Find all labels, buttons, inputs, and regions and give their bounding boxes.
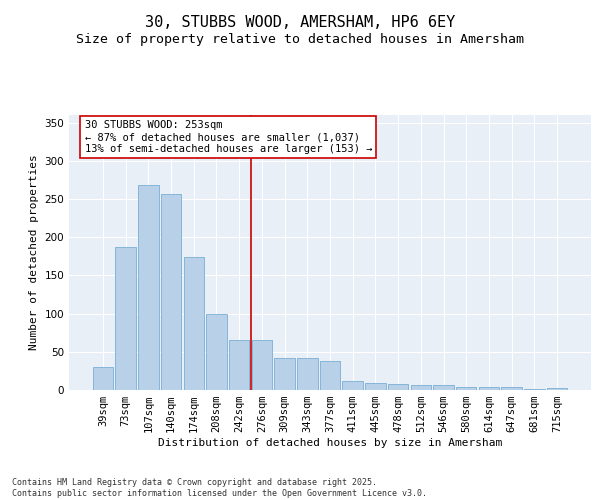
- Bar: [343, 381, 363, 390]
- Bar: [297, 358, 317, 390]
- Bar: [138, 184, 158, 390]
- Bar: [274, 358, 295, 390]
- Text: 30 STUBBS WOOD: 253sqm
← 87% of detached houses are smaller (1,037)
13% of semi-: 30 STUBBS WOOD: 253sqm ← 87% of detached…: [85, 120, 372, 154]
- Bar: [502, 387, 522, 390]
- Bar: [206, 314, 227, 390]
- Text: 30, STUBBS WOOD, AMERSHAM, HP6 6EY: 30, STUBBS WOOD, AMERSHAM, HP6 6EY: [145, 15, 455, 30]
- Text: Contains HM Land Registry data © Crown copyright and database right 2025.
Contai: Contains HM Land Registry data © Crown c…: [12, 478, 427, 498]
- Y-axis label: Number of detached properties: Number of detached properties: [29, 154, 39, 350]
- Bar: [524, 389, 545, 390]
- Bar: [320, 361, 340, 390]
- Bar: [456, 387, 476, 390]
- Bar: [410, 384, 431, 390]
- Bar: [547, 388, 567, 390]
- Bar: [479, 387, 499, 390]
- Text: Size of property relative to detached houses in Amersham: Size of property relative to detached ho…: [76, 32, 524, 46]
- Bar: [93, 367, 113, 390]
- Bar: [115, 247, 136, 390]
- Bar: [229, 340, 250, 390]
- Bar: [184, 257, 204, 390]
- Bar: [365, 383, 386, 390]
- Bar: [251, 340, 272, 390]
- Bar: [161, 194, 181, 390]
- X-axis label: Distribution of detached houses by size in Amersham: Distribution of detached houses by size …: [158, 438, 502, 448]
- Bar: [433, 386, 454, 390]
- Bar: [388, 384, 409, 390]
